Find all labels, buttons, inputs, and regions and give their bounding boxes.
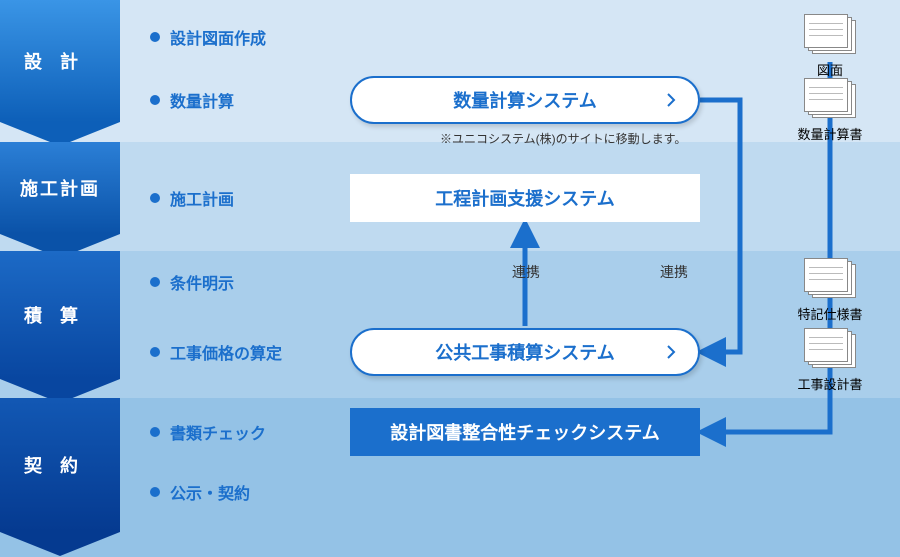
qty-system-note: ※ユニコシステム(株)のサイトに移動します。 bbox=[440, 130, 686, 147]
estimate-system-label: 公共工事積算システム bbox=[435, 339, 614, 365]
bullet-4: 条件明示 bbox=[150, 270, 234, 294]
schedule-system-label: 工程計画支援システム bbox=[435, 185, 614, 211]
diagram-root: 設計 施工計画 積算 契約 設計図面作成 数量計算 施工計画 条件明示 工事価格… bbox=[0, 0, 900, 557]
stage-3-label: 積算 bbox=[24, 302, 96, 328]
bullet-7: 公示・契約 bbox=[150, 480, 250, 504]
stage-4-label: 契約 bbox=[24, 452, 96, 478]
stage-3: 積算 bbox=[0, 251, 120, 379]
bullet-5-text: 工事価格の算定 bbox=[170, 340, 282, 364]
stage-4: 契約 bbox=[0, 398, 120, 532]
bullet-dot-icon bbox=[150, 427, 160, 437]
bullet-dot-icon bbox=[150, 32, 160, 42]
doc-qtybook: 数量計算書 bbox=[790, 78, 870, 143]
bullet-dot-icon bbox=[150, 487, 160, 497]
check-system-box: 設計図書整合性チェックシステム bbox=[350, 408, 700, 456]
schedule-system-box: 工程計画支援システム bbox=[350, 174, 700, 222]
chevron-right-icon bbox=[666, 93, 676, 107]
stage-2: 施工計画 bbox=[0, 142, 120, 234]
doc-qtybook-label: 数量計算書 bbox=[790, 124, 870, 143]
link-label-1: 連携 bbox=[512, 262, 540, 282]
bullet-dot-icon bbox=[150, 193, 160, 203]
bullet-4-text: 条件明示 bbox=[170, 270, 234, 294]
bullet-3-text: 施工計画 bbox=[170, 186, 234, 210]
check-system-label: 設計図書整合性チェックシステム bbox=[390, 419, 659, 445]
doc-spec-label: 特記仕様書 bbox=[790, 304, 870, 323]
stage-1: 設計 bbox=[0, 0, 120, 122]
bullet-1: 設計図面作成 bbox=[150, 25, 266, 49]
bullet-dot-icon bbox=[150, 347, 160, 357]
doc-design: 工事設計書 bbox=[790, 328, 870, 393]
stage-2-label: 施工計画 bbox=[20, 175, 100, 201]
bullet-5: 工事価格の算定 bbox=[150, 340, 282, 364]
stage-1-label: 設計 bbox=[24, 48, 96, 74]
bullet-3: 施工計画 bbox=[150, 186, 234, 210]
doc-design-label: 工事設計書 bbox=[790, 374, 870, 393]
estimate-system-button[interactable]: 公共工事積算システム bbox=[350, 328, 700, 376]
bullet-6-text: 書類チェック bbox=[170, 420, 266, 444]
link-label-2: 連携 bbox=[660, 262, 688, 282]
qty-system-button[interactable]: 数量計算システム bbox=[350, 76, 700, 124]
bullet-7-text: 公示・契約 bbox=[170, 480, 250, 504]
doc-spec: 特記仕様書 bbox=[790, 258, 870, 323]
qty-system-label: 数量計算システム bbox=[453, 87, 596, 113]
chevron-right-icon bbox=[666, 345, 676, 359]
bullet-1-text: 設計図面作成 bbox=[170, 25, 266, 49]
bullet-2-text: 数量計算 bbox=[170, 88, 234, 112]
bullet-dot-icon bbox=[150, 95, 160, 105]
doc-drawing-label: 図面 bbox=[790, 60, 870, 79]
bullet-6: 書類チェック bbox=[150, 420, 266, 444]
doc-drawing: 図面 bbox=[790, 14, 870, 79]
bullet-2: 数量計算 bbox=[150, 88, 234, 112]
bullet-dot-icon bbox=[150, 277, 160, 287]
